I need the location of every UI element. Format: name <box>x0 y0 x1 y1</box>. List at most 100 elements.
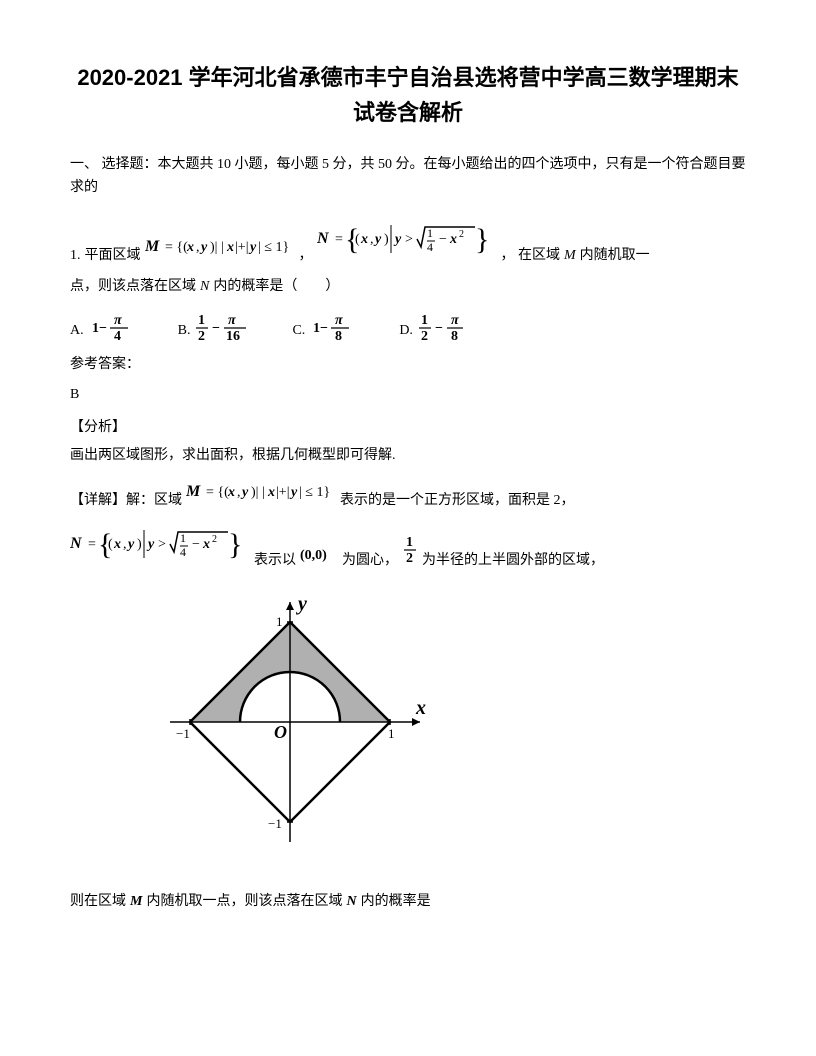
formula-origin: (0,0) <box>300 544 338 572</box>
svg-text:1: 1 <box>276 614 283 629</box>
q1-line2a: 点，则该点落在区域 <box>70 276 196 298</box>
svg-text:4: 4 <box>427 240 433 254</box>
q1-var-M: M <box>564 245 576 267</box>
svg-text:O: O <box>274 722 287 742</box>
svg-text:π: π <box>451 313 459 328</box>
q1-suffix1: 内随机取一 <box>580 245 650 267</box>
svg-text:16: 16 <box>226 329 240 342</box>
geometry-diagram: xyO−111−1 <box>150 592 450 872</box>
svg-text:8: 8 <box>451 329 458 342</box>
q1-mid1: ， <box>299 245 313 267</box>
answer-value: B <box>70 384 746 406</box>
svg-text:2: 2 <box>212 534 217 545</box>
section-header: 一、 选择题：本大题共 10 小题，每小题 5 分，共 50 分。在每小题给出的… <box>70 154 746 199</box>
question-line-1: 1. 平面区域 M = {( x , y )| | x |+| y | ≤ 1}… <box>70 217 746 267</box>
svg-text:x: x <box>202 537 210 552</box>
svg-text:x: x <box>227 485 235 500</box>
svg-text:1: 1 <box>388 726 395 741</box>
svg-text:x: x <box>113 537 121 552</box>
diagram-container: xyO−111−1 <box>150 592 746 880</box>
svg-text:π: π <box>228 313 236 328</box>
final-text1: 则在区域 <box>70 891 126 913</box>
q1-var-N: N <box>200 276 209 298</box>
svg-text:,: , <box>370 232 374 247</box>
formula-N: N = { ( x , y ) y > 1 4 − x 2 } <box>317 217 497 267</box>
option-b-label: B. <box>178 320 191 342</box>
question-line-2: 点，则该点落在区域 N 内的概率是（ ） <box>70 276 746 298</box>
detail-text1: 表示的是一个正方形区域，面积是 2， <box>340 490 575 512</box>
formula-half: 1 2 <box>402 534 418 572</box>
detail-label: 【详解】解：区域 <box>70 490 182 512</box>
svg-text:): ) <box>137 537 142 552</box>
svg-text:= {(: = {( <box>165 240 188 255</box>
svg-text:x: x <box>186 240 194 255</box>
svg-text:M: M <box>145 238 160 255</box>
analysis-text: 画出两区域图形，求出面积，根据几何概型即可得解. <box>70 445 746 467</box>
svg-text:−: − <box>435 321 443 336</box>
svg-text:π: π <box>114 313 122 328</box>
svg-text:x: x <box>449 232 457 247</box>
svg-text:1: 1 <box>427 226 433 240</box>
formula-N-2: N = { ( x , y ) y > 1 4 − x 2 } <box>70 522 250 572</box>
svg-text:1: 1 <box>421 313 428 328</box>
svg-text:8: 8 <box>335 329 342 342</box>
svg-text:=: = <box>88 537 96 552</box>
option-b: B. 1 2 − π 16 <box>178 310 253 342</box>
final-text3: 内的概率是 <box>361 891 431 913</box>
svg-text:−: − <box>439 232 447 247</box>
svg-text:y: y <box>146 537 155 552</box>
svg-text:x: x <box>226 240 234 255</box>
svg-text:N: N <box>70 535 83 552</box>
question-1: 1. 平面区域 M = {( x , y )| | x |+| y | ≤ 1}… <box>70 217 746 298</box>
q1-line2b: 内的概率是（ ） <box>213 276 339 298</box>
options: A. 1− π 4 B. 1 2 − π 16 C. 1− π 8 D. <box>70 310 746 342</box>
svg-text:1: 1 <box>406 535 413 550</box>
final-var-M: M <box>130 891 142 913</box>
q1-number: 1. <box>70 245 81 267</box>
option-d-label: D. <box>399 320 413 342</box>
formula-M: M = {( x , y )| | x |+| y | ≤ 1} <box>145 233 295 267</box>
svg-text:(: ( <box>108 537 113 552</box>
detail-line-1: 【详解】解：区域 M = {( x , y )| | x |+| y | ≤ 1… <box>70 478 746 512</box>
svg-text:2: 2 <box>421 329 428 342</box>
svg-text:|+|: |+| <box>235 240 249 255</box>
analysis-label: 【分析】 <box>70 417 746 439</box>
svg-text:−1: −1 <box>268 816 282 831</box>
formula-M-2: M = {( x , y )| | x |+| y | ≤ 1} <box>186 478 336 512</box>
svg-text:y: y <box>199 240 208 255</box>
svg-text:(: ( <box>355 232 360 247</box>
final-var-N: N <box>346 891 356 913</box>
svg-text:2: 2 <box>406 551 413 564</box>
option-c: C. 1− π 8 <box>292 310 359 342</box>
svg-text:M: M <box>186 483 201 500</box>
option-d: D. 1 2 − π 8 <box>399 310 469 342</box>
q1-mid2: ， 在区域 <box>501 245 561 267</box>
final-text2: 内随机取一点，则该点落在区域 <box>146 891 342 913</box>
svg-text:−1: −1 <box>176 726 190 741</box>
svg-text:,: , <box>123 537 127 552</box>
svg-text:| ≤ 1}: | ≤ 1} <box>299 485 330 500</box>
svg-text:1−: 1− <box>313 321 328 336</box>
svg-text:2: 2 <box>198 329 205 342</box>
svg-text:y: y <box>289 485 298 500</box>
svg-text:,: , <box>237 485 241 500</box>
svg-text:y: y <box>248 240 257 255</box>
detail-line-2: N = { ( x , y ) y > 1 4 − x 2 } 表示以 (0,0… <box>70 522 746 572</box>
svg-text:| ≤ 1}: | ≤ 1} <box>258 240 289 255</box>
svg-text:x: x <box>360 232 368 247</box>
svg-text:,: , <box>196 240 200 255</box>
detail-text2a: 表示以 <box>254 550 296 572</box>
svg-text:2: 2 <box>459 229 464 240</box>
svg-text:y: y <box>373 232 382 247</box>
svg-text:|+|: |+| <box>276 485 290 500</box>
svg-text:N: N <box>317 230 330 247</box>
answer-label: 参考答案： <box>70 354 746 376</box>
svg-text:−: − <box>212 321 220 336</box>
svg-text:y: y <box>296 593 307 615</box>
option-a-label: A. <box>70 320 84 342</box>
svg-text:}: } <box>475 223 489 256</box>
option-a: A. 1− π 4 <box>70 310 138 342</box>
final-line: 则在区域 M 内随机取一点，则该点落在区域 N 内的概率是 <box>70 891 746 913</box>
svg-text:1: 1 <box>180 531 186 545</box>
svg-text:>: > <box>405 232 413 247</box>
